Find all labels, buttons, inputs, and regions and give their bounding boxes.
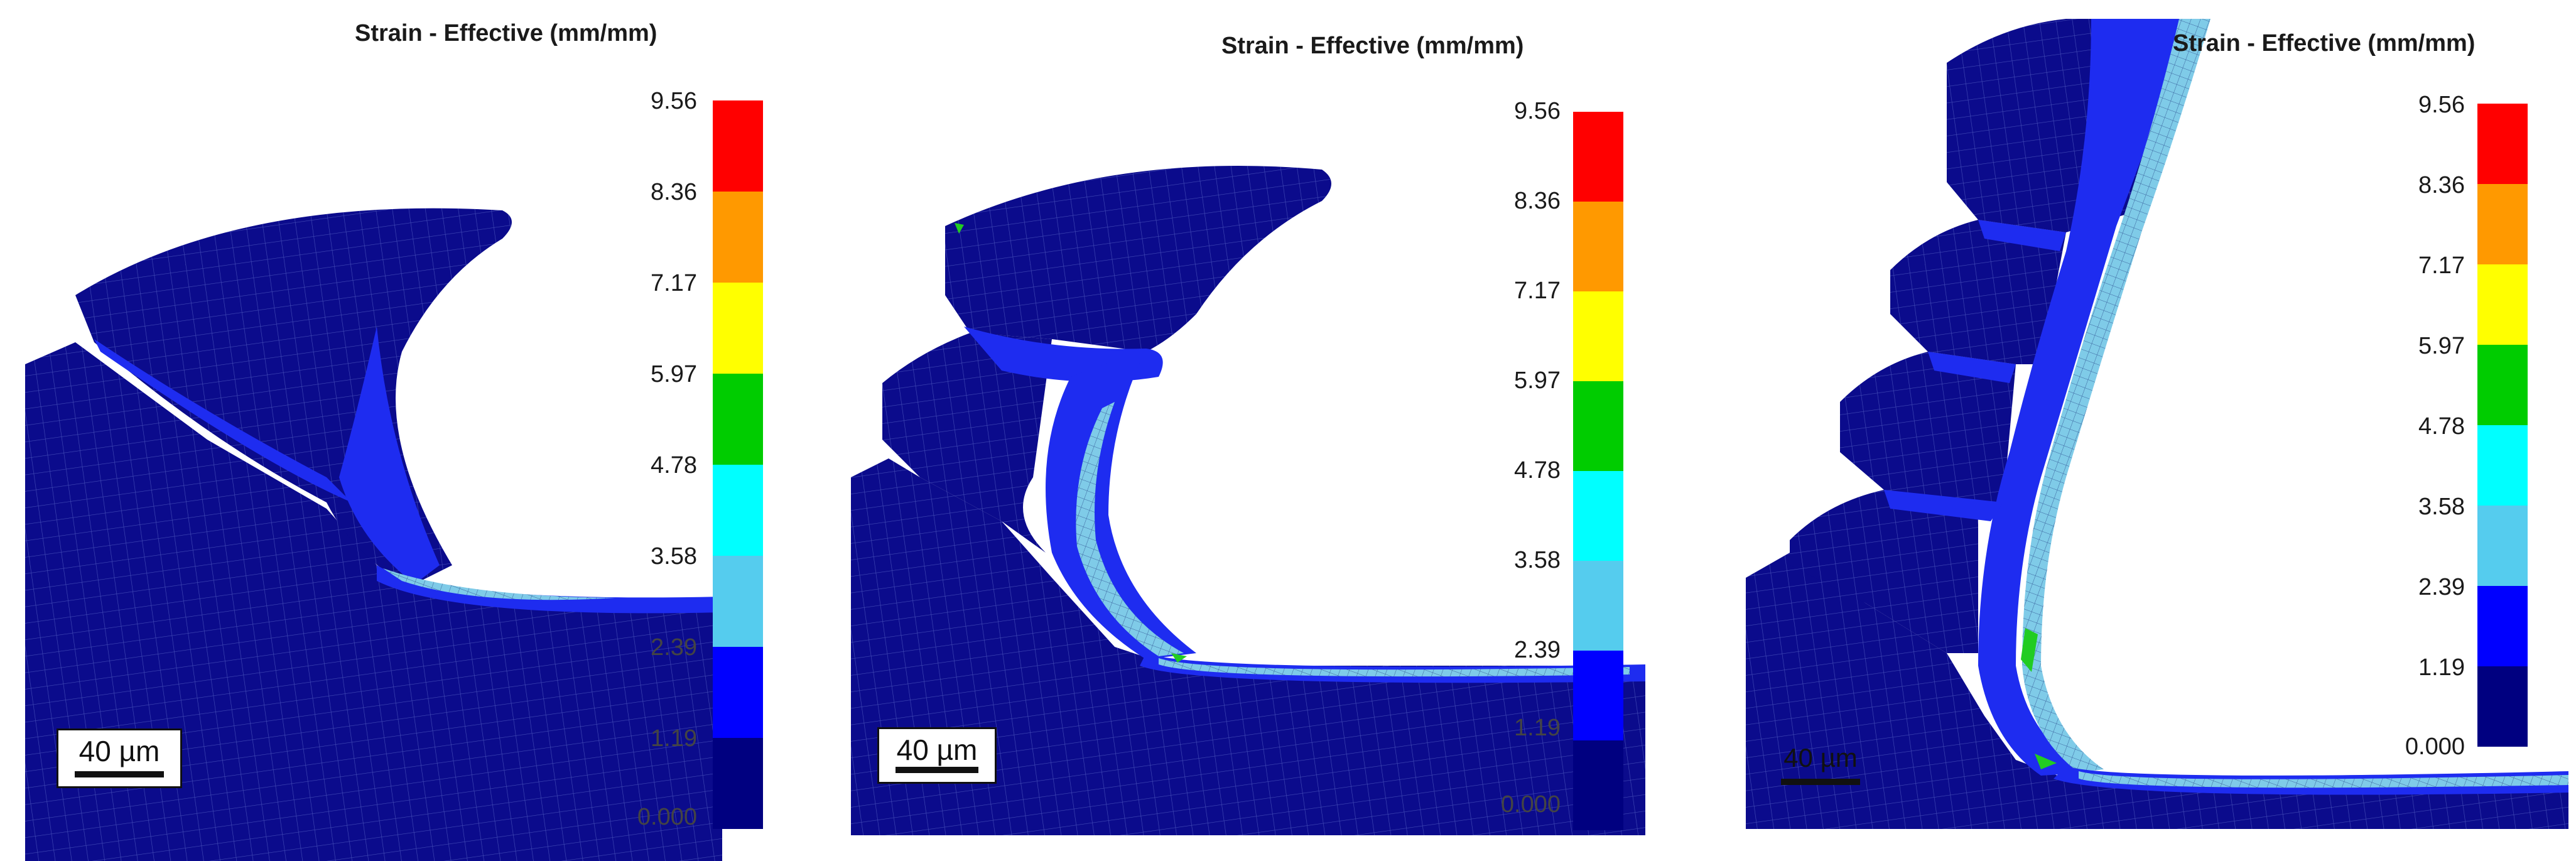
scale-label-1: 40 µm xyxy=(78,735,160,767)
mesh-plot-1 xyxy=(25,208,722,861)
tick-5-97: 5.97 xyxy=(1514,367,1561,394)
scale-line-2 xyxy=(896,767,978,773)
band-1 xyxy=(1573,112,1623,202)
band-3 xyxy=(713,283,763,374)
band-3 xyxy=(2477,264,2528,345)
shear-band-2b xyxy=(1046,349,1196,659)
band-6 xyxy=(713,556,763,647)
tick-2-39: 2.39 xyxy=(2418,574,2465,600)
scale-bar-1: 40 µm xyxy=(57,728,182,788)
tick-3-58: 3.58 xyxy=(1514,547,1561,573)
band-8 xyxy=(713,738,763,829)
tick-0-000: 0.000 xyxy=(637,804,697,830)
tick-7-17: 7.17 xyxy=(2418,252,2465,279)
band-2 xyxy=(1573,202,1623,291)
band-5 xyxy=(713,465,763,556)
band-2 xyxy=(713,192,763,283)
scale-line-3 xyxy=(1781,779,1860,785)
tick-0-000: 0.000 xyxy=(1500,791,1561,818)
tick-5-97: 5.97 xyxy=(651,361,697,387)
tick-9-56: 9.56 xyxy=(651,88,697,114)
band-3 xyxy=(1573,291,1623,381)
panel-1: Strain - Effective (mm/mm) 9.56 8.36 7.1… xyxy=(0,0,835,861)
scale-line-1 xyxy=(75,771,164,777)
hot-spot-2b xyxy=(955,223,964,234)
tick-5-97: 5.97 xyxy=(2418,333,2465,359)
band-4 xyxy=(1573,381,1623,471)
band-8 xyxy=(1573,740,1623,830)
shear-band-1b xyxy=(339,327,440,584)
tick-2-39: 2.39 xyxy=(1514,637,1561,663)
tick-3-58: 3.58 xyxy=(651,543,697,570)
band-7 xyxy=(2477,586,2528,666)
shear-band-3b xyxy=(1884,220,2066,521)
scale-label-3: 40 µm xyxy=(1783,743,1858,772)
hot-spot-3 xyxy=(2021,628,2038,672)
tick-8-36: 8.36 xyxy=(2418,172,2465,198)
legend-title-3: Strain - Effective (mm/mm) xyxy=(2173,30,2476,57)
mesh-plot-3 xyxy=(1746,19,2568,829)
scale-label-2: 40 µm xyxy=(896,734,978,766)
tick-1-19: 1.19 xyxy=(2418,654,2465,681)
colorbar-3 xyxy=(2477,104,2528,747)
hot-spot-2 xyxy=(1171,653,1187,663)
band-1 xyxy=(2477,104,2528,184)
tick-1-19: 1.19 xyxy=(1514,715,1561,741)
band-7 xyxy=(1573,651,1623,740)
band-4 xyxy=(713,374,763,465)
tick-4-78: 4.78 xyxy=(1514,457,1561,484)
scale-bar-3: 40 µm xyxy=(1765,741,1876,791)
band-6 xyxy=(1573,561,1623,651)
tick-3-58: 3.58 xyxy=(2418,494,2465,520)
legend-title-1: Strain - Effective (mm/mm) xyxy=(355,20,658,46)
tick-8-36: 8.36 xyxy=(1514,188,1561,214)
tick-0-000: 0.000 xyxy=(2405,734,2465,760)
band-2 xyxy=(2477,184,2528,264)
panel-3: Strain - Effective (mm/mm) 9.56 8.36 7.1… xyxy=(1740,0,2576,861)
panel-2: Strain - Effective (mm/mm) 9.56 8.36 7.1… xyxy=(845,0,1661,861)
tick-4-78: 4.78 xyxy=(651,452,697,479)
band-5 xyxy=(1573,471,1623,561)
tick-2-39: 2.39 xyxy=(651,634,697,661)
band-6 xyxy=(2477,506,2528,586)
shear-band-3 xyxy=(1978,19,2192,776)
tool-contact-1 xyxy=(377,565,722,614)
legend-title-2: Strain - Effective (mm/mm) xyxy=(1221,33,1524,59)
band-4 xyxy=(2477,345,2528,425)
band-8 xyxy=(2477,666,2528,747)
tick-8-36: 8.36 xyxy=(651,179,697,205)
colorbar-2 xyxy=(1573,112,1623,830)
band-7 xyxy=(713,647,763,738)
hot-spot-3b xyxy=(2035,754,2057,769)
shear-band-1 xyxy=(94,339,352,502)
tick-9-56: 9.56 xyxy=(2418,92,2465,118)
colorbar-1 xyxy=(713,100,763,829)
scale-bar-2: 40 µm xyxy=(877,727,997,784)
tick-7-17: 7.17 xyxy=(651,270,697,296)
mesh-plot-2 xyxy=(851,166,1645,835)
tick-7-17: 7.17 xyxy=(1514,278,1561,304)
tick-9-56: 9.56 xyxy=(1514,98,1561,124)
band-1 xyxy=(713,100,763,192)
band-5 xyxy=(2477,425,2528,506)
tick-4-78: 4.78 xyxy=(2418,413,2465,440)
tick-1-19: 1.19 xyxy=(651,725,697,752)
